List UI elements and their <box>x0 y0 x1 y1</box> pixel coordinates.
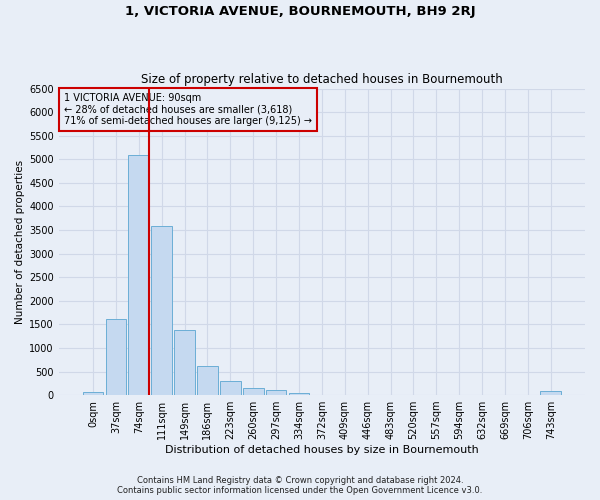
Bar <box>289 392 309 395</box>
Bar <box>174 330 195 395</box>
Bar <box>266 390 286 395</box>
Bar <box>106 318 126 395</box>
Bar <box>83 392 103 395</box>
Title: Size of property relative to detached houses in Bournemouth: Size of property relative to detached ho… <box>141 73 503 86</box>
Text: Contains HM Land Registry data © Crown copyright and database right 2024.
Contai: Contains HM Land Registry data © Crown c… <box>118 476 482 495</box>
Bar <box>220 381 241 395</box>
Bar <box>197 366 218 395</box>
Bar <box>243 388 263 395</box>
Bar <box>541 391 561 395</box>
Bar <box>151 226 172 395</box>
Y-axis label: Number of detached properties: Number of detached properties <box>15 160 25 324</box>
Bar <box>128 154 149 395</box>
Text: 1, VICTORIA AVENUE, BOURNEMOUTH, BH9 2RJ: 1, VICTORIA AVENUE, BOURNEMOUTH, BH9 2RJ <box>125 5 475 18</box>
Text: 1 VICTORIA AVENUE: 90sqm
← 28% of detached houses are smaller (3,618)
71% of sem: 1 VICTORIA AVENUE: 90sqm ← 28% of detach… <box>64 93 312 126</box>
X-axis label: Distribution of detached houses by size in Bournemouth: Distribution of detached houses by size … <box>165 445 479 455</box>
